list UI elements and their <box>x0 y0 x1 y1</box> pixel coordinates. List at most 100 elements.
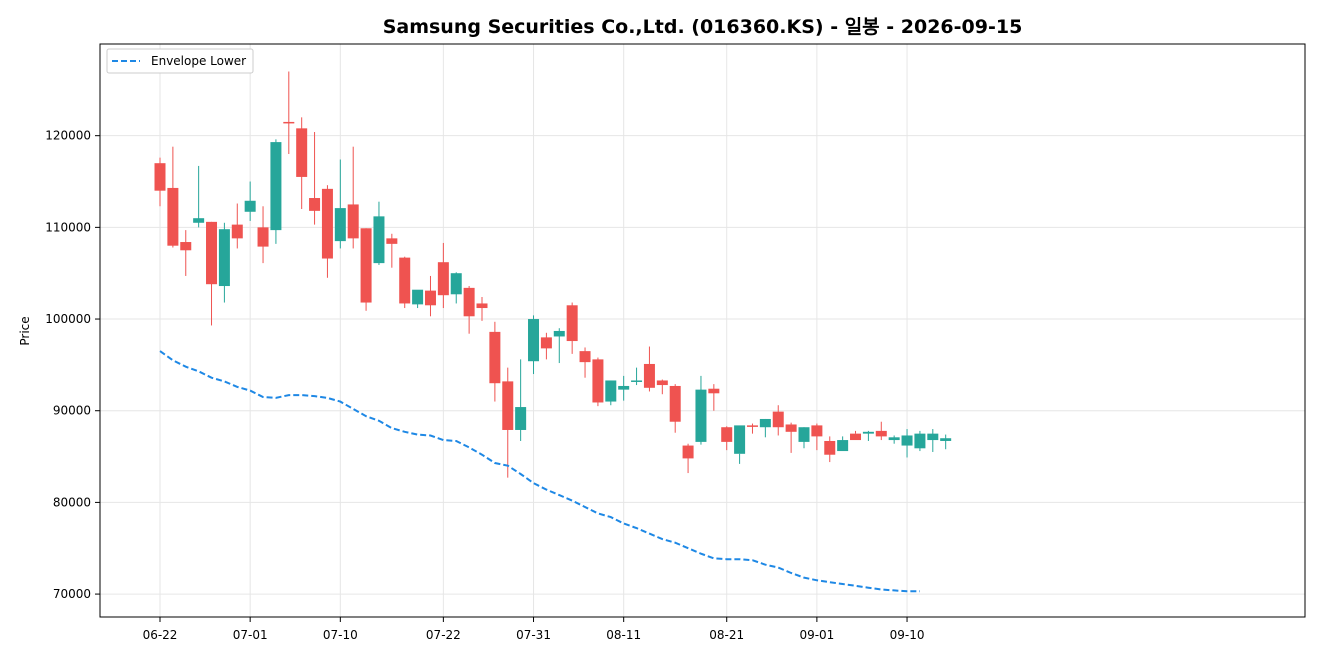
legend: Envelope Lower <box>106 48 254 74</box>
candle-body <box>759 418 771 428</box>
candle <box>940 434 952 450</box>
y-tick-label: 70000 <box>53 587 91 601</box>
candle <box>321 185 333 278</box>
candle <box>257 206 269 264</box>
candle <box>502 367 514 478</box>
candle <box>193 165 205 228</box>
candle-body <box>734 425 746 454</box>
candle-body <box>167 187 179 246</box>
chart-title: Samsung Securities Co.,Ltd. (016360.KS) … <box>382 16 1023 38</box>
candle-body <box>772 411 784 428</box>
candle <box>476 297 488 321</box>
candle <box>914 430 926 452</box>
candle-body <box>180 242 192 251</box>
candle-body <box>888 437 900 441</box>
x-tick-label: 08-21 <box>709 628 744 642</box>
candle <box>540 332 552 360</box>
candle-body <box>399 257 411 304</box>
candle-body <box>321 188 333 259</box>
candle <box>437 242 449 309</box>
candle <box>734 425 746 464</box>
candle <box>283 71 295 155</box>
candle-body <box>927 433 939 441</box>
candle <box>721 426 733 451</box>
candle <box>309 132 321 225</box>
legend-box <box>106 48 254 74</box>
candle-body <box>566 305 578 342</box>
candle-body <box>785 424 797 432</box>
candle <box>631 367 643 386</box>
candle <box>824 436 836 463</box>
candle <box>231 203 243 249</box>
candle <box>901 429 913 458</box>
grid <box>100 44 1305 617</box>
candle-body <box>244 200 256 212</box>
candle <box>643 346 655 392</box>
candle <box>347 146 359 249</box>
candle-body <box>643 363 655 388</box>
candle <box>811 423 823 451</box>
candle <box>489 321 501 402</box>
candle <box>798 427 810 449</box>
candle-body <box>940 438 952 441</box>
candle-body <box>682 445 694 459</box>
candles <box>154 71 952 478</box>
candle-body <box>631 380 643 382</box>
candle <box>875 421 887 441</box>
candle-body <box>746 425 758 427</box>
legend-label-envelope: Envelope Lower <box>151 54 246 68</box>
candle <box>206 221 218 326</box>
candle-body <box>553 330 565 337</box>
candle-body <box>875 430 887 437</box>
x-tick-label: 08-11 <box>606 628 641 642</box>
candle-body <box>437 262 449 296</box>
candle <box>180 230 192 276</box>
candle-body <box>296 128 308 177</box>
candle <box>373 201 385 265</box>
y-tick-label: 120000 <box>45 129 91 143</box>
candle-body <box>515 407 527 430</box>
x-axis: 06-22 07-01 07-10 07-22 07-31 08-11 08-21 09-01… <box>143 617 924 642</box>
candle-body <box>618 385 630 390</box>
candle <box>682 443 694 474</box>
candle-body <box>656 380 668 386</box>
candle-body <box>424 290 436 306</box>
candle-body <box>579 351 591 363</box>
candle-body <box>837 440 849 452</box>
candle <box>592 357 604 407</box>
candle-body <box>502 381 514 430</box>
candle <box>862 430 874 441</box>
candle <box>579 347 591 378</box>
y-tick-label: 80000 <box>53 495 91 509</box>
candle-body <box>193 218 205 223</box>
x-tick-label: 07-01 <box>233 628 268 642</box>
candle <box>386 233 398 268</box>
candle-body <box>708 388 720 394</box>
candle <box>837 436 849 452</box>
candle <box>656 379 668 395</box>
y-axis: 70000 80000 90000 100000 110000 120000 <box>45 129 100 601</box>
candle <box>296 117 308 210</box>
candle <box>360 228 372 311</box>
x-tick-label: 07-10 <box>323 628 358 642</box>
candle-body <box>386 238 398 244</box>
candle-body <box>154 163 166 191</box>
candle <box>927 429 939 452</box>
candle <box>154 157 166 207</box>
candle <box>270 139 282 244</box>
candle <box>412 289 424 309</box>
candle <box>888 435 900 444</box>
candle-body <box>489 331 501 384</box>
candle <box>450 272 462 304</box>
candle-body <box>283 121 295 124</box>
candle-body <box>850 433 862 441</box>
candle-body <box>231 224 243 239</box>
candle-body <box>901 435 913 446</box>
candle-body <box>270 142 282 231</box>
candle-body <box>257 227 269 247</box>
candle-body <box>528 319 540 362</box>
candle-body <box>914 433 926 449</box>
candle <box>553 328 565 364</box>
candle-body <box>218 229 230 287</box>
